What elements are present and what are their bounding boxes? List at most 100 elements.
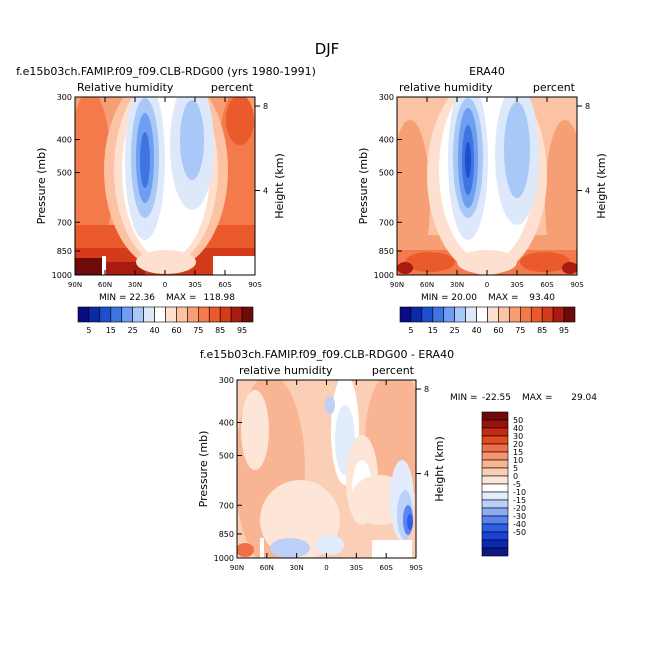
- panel-diff-colorbar-swatch: [481, 539, 509, 549]
- panel-diff-ytick-label: 700: [219, 501, 234, 510]
- panel-diff-ytick-label: 500: [219, 452, 234, 461]
- panel-model-colorbar-label: 25: [128, 326, 138, 335]
- panel-diff-left-label: relative humidity: [239, 364, 333, 377]
- panel-era40-max-label: MAX =: [488, 293, 519, 303]
- panel-diff-ytick-label: 1000: [214, 554, 234, 563]
- panel-diff-colorbar-label: -20: [513, 504, 526, 513]
- panel-era40-colorbar-label: 5: [408, 326, 413, 335]
- panel-diff-xtick-label: 30N: [290, 564, 304, 572]
- panel-era40-ytick-label: 500: [379, 169, 394, 178]
- panel-era40-axes: 90N 60N 30N 0 30S 60S 90S 300 400 500 700 850 1000 8 4: [374, 93, 590, 289]
- panel-era40-ytick-label: 850: [379, 247, 394, 256]
- panel-model-colorbar-swatch: [208, 306, 221, 323]
- panel-diff-xtick-label: 60N: [260, 564, 274, 572]
- panel-era40-colorbar-swatch: [476, 306, 488, 323]
- panel-model-min-value: 22.36: [129, 293, 155, 303]
- panel-diff-colorbar-swatch: [481, 427, 509, 437]
- panel-era40-ytick-label: 400: [379, 136, 394, 145]
- panel-diff-xtick-label: 90N: [230, 564, 244, 572]
- panel-era40-colorbar-swatch: [498, 306, 510, 323]
- panel-diff-colorbar-label: 5: [513, 464, 518, 473]
- panel-diff-ylabel: Pressure (mb): [197, 431, 210, 508]
- panel-model-colorbar-swatch: [165, 306, 177, 323]
- panel-diff-colorbar-label: -50: [513, 528, 526, 537]
- panel-era40-xtick-label: 30S: [510, 281, 524, 289]
- panel-diff-colorbar-swatch: [481, 451, 509, 461]
- panel-diff-colorbar-label: 10: [513, 456, 523, 465]
- panel-model-ytick-label: 850: [57, 247, 72, 256]
- page-title: DJF: [315, 40, 340, 58]
- panel-era40-ytick-label: 300: [379, 93, 394, 102]
- panel-era40-colorbar-label: 85: [537, 326, 547, 335]
- panel-era40-colorbar-swatch: [541, 306, 554, 323]
- panel-model-title: f.e15b03ch.FAMIP.f09_f09.CLB-RDG00 (yrs …: [16, 65, 316, 78]
- panel-model-colorbar-label: 60: [171, 326, 181, 335]
- panel-diff-min-value: -22.55: [482, 393, 511, 403]
- panel-model-colorbar-label: 40: [149, 326, 159, 335]
- panel-diff-colorbar-label: 50: [513, 416, 523, 425]
- panel-model-colorbar-label: 85: [215, 326, 225, 335]
- panel-diff-colorbar-label: -40: [513, 520, 526, 529]
- panel-model-colorbar-swatch: [132, 306, 144, 323]
- panel-model: f.e15b03ch.FAMIP.f09_f09.CLB-RDG00 (yrs …: [16, 65, 316, 335]
- panel-era40-colorbar-swatch: [465, 306, 477, 323]
- panel-diff-colorbar-label: 20: [513, 440, 523, 449]
- panel-model-ylabel: Pressure (mb): [35, 148, 48, 225]
- panel-diff-colorbar-label: -30: [513, 512, 526, 521]
- panel-era40-colorbar-label: 40: [471, 326, 481, 335]
- panel-model-colorbar-swatch: [187, 306, 199, 323]
- panel-diff-colorbar-label: 15: [513, 448, 523, 457]
- panel-era40-colorbar-swatch: [421, 306, 434, 323]
- panel-model-xtick-label: 60S: [218, 281, 232, 289]
- panel-era40-ytick-label: 700: [379, 218, 394, 227]
- panel-diff-colorbar-label: -15: [513, 496, 526, 505]
- panel-model-colorbar-swatch: [241, 306, 254, 323]
- panel-era40-xtick-label: 60N: [420, 281, 434, 289]
- panel-diff-colorbar-label: -5: [513, 480, 521, 489]
- panel-model-colorbar-label: 5: [86, 326, 91, 335]
- panel-model-colorbar-swatch: [77, 306, 90, 323]
- panel-model-colorbar-label: 15: [106, 326, 116, 335]
- panel-diff-colorbar-swatch: [481, 475, 509, 485]
- panel-era40-ylabel-right: Height (km): [595, 153, 608, 219]
- panel-diff-title: f.e15b03ch.FAMIP.f09_f09.CLB-RDG00 - ERA…: [200, 348, 454, 361]
- panel-diff-xtick-label: 30S: [350, 564, 364, 572]
- panel-diff-ytick-right-label: 4: [424, 470, 429, 479]
- panel-diff-colorbar-swatch: [481, 499, 509, 509]
- panel-diff-xtick-label: 0: [324, 564, 328, 572]
- panel-era40-left-label: relative humidity: [399, 81, 493, 94]
- panel-model-colorbar-swatch: [88, 306, 101, 323]
- panel-model-xtick-label: 90S: [248, 281, 262, 289]
- panel-model-ylabel-right: Height (km): [273, 153, 286, 219]
- panel-era40-colorbar-label: 15: [428, 326, 438, 335]
- panel-era40-colorbar-swatch: [563, 306, 576, 323]
- panel-era40-min-label: MIN =: [421, 293, 449, 303]
- panel-diff-ytick-label: 400: [219, 419, 234, 428]
- panel-diff: f.e15b03ch.FAMIP.f09_f09.CLB-RDG00 - ERA…: [197, 348, 597, 572]
- panel-era40-colorbar-swatch: [552, 306, 565, 323]
- panel-diff-colorbar-swatch: [481, 507, 509, 517]
- panel-era40-colorbar-swatch: [454, 306, 466, 323]
- panel-era40-colorbar-swatch: [399, 306, 412, 323]
- panel-diff-colorbar-swatch: [481, 467, 509, 477]
- panel-era40-colorbar-swatch: [443, 306, 455, 323]
- panel-era40-ytick-right-label: 8: [585, 102, 590, 111]
- panel-model-xtick-label: 60N: [98, 281, 112, 289]
- panel-model-colorbar-swatch: [110, 306, 123, 323]
- panel-diff-colorbar-swatch: [481, 547, 509, 557]
- panel-diff-xtick-label: 60S: [379, 564, 393, 572]
- panel-diff-colorbar-swatch: [481, 483, 509, 493]
- panel-model-ytick-label: 700: [57, 218, 72, 227]
- panel-era40-max-value: 93.40: [529, 293, 555, 303]
- panel-model-colorbar: 5 15 25 40 60 75 85 95: [77, 306, 254, 335]
- panel-model-ytick-label: 1000: [52, 271, 72, 280]
- panel-diff-colorbar-swatch: [481, 523, 509, 533]
- panel-era40-title: ERA40: [469, 65, 505, 78]
- panel-model-colorbar-swatch: [230, 306, 243, 323]
- panel-era40-xtick-label: 90S: [570, 281, 584, 289]
- panel-model-axes: 90N 60N 30N 0 30S 60S 90S 300 400 500 700 850 1000 8 4: [52, 93, 268, 289]
- panel-model-ytick-right-label: 8: [263, 102, 268, 111]
